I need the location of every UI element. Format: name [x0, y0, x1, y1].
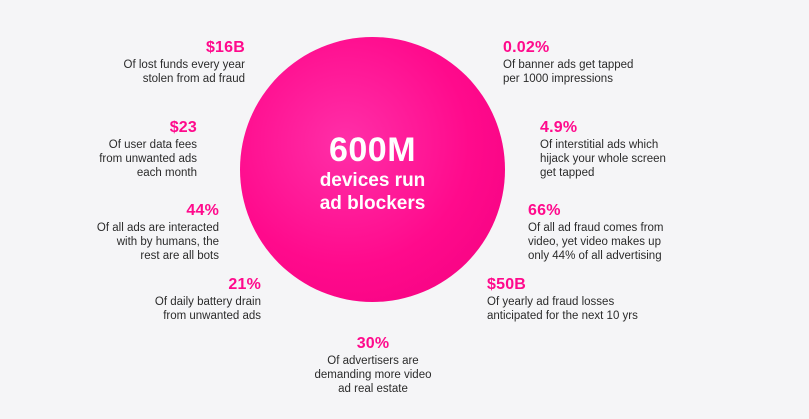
- stat-interstitial-taps: 4.9% Of interstitial ads which hijack yo…: [540, 118, 666, 180]
- stat-value: $23: [169, 119, 197, 136]
- stat-fraud-losses: $50B Of yearly ad fraud losses anticipat…: [487, 275, 638, 323]
- stat-human-interaction: 44% Of all ads are interacted with by hu…: [97, 201, 219, 263]
- stat-value: 21%: [228, 276, 261, 293]
- center-circle: 600M devices run ad blockers: [240, 37, 505, 302]
- stat-value: 0.02%: [503, 39, 550, 56]
- stat-description: Of interstitial ads which hijack your wh…: [540, 139, 666, 179]
- stat-value: 30%: [356, 335, 390, 352]
- stat-value: $50B: [487, 276, 527, 293]
- stat-description: Of yearly ad fraud losses anticipated fo…: [487, 296, 638, 322]
- stat-description: Of advertisers are demanding more video …: [314, 355, 432, 395]
- center-line-2: ad blockers: [319, 192, 426, 214]
- stat-description: Of all ads are interacted with by humans…: [96, 222, 219, 262]
- stat-value: $16B: [205, 39, 245, 56]
- stat-value: 44%: [186, 202, 219, 219]
- stat-advertisers-demand: 30% Of advertisers are demanding more vi…: [305, 334, 441, 396]
- stat-description: Of banner ads get tapped per 1000 impres…: [503, 59, 634, 85]
- stat-description: Of lost funds every year stolen from ad …: [123, 59, 245, 85]
- stat-description: Of user data fees from unwanted ads each…: [99, 139, 197, 179]
- stat-user-data-fees: $23 Of user data fees from unwanted ads …: [99, 118, 197, 180]
- stat-value: 66%: [528, 202, 561, 219]
- stat-description: Of daily battery drain from unwanted ads: [154, 296, 261, 322]
- center-line-1: devices run: [319, 169, 426, 191]
- stat-banner-taps: 0.02% Of banner ads get tapped per 1000 …: [503, 38, 633, 86]
- center-number: 600M: [328, 130, 417, 169]
- stat-video-fraud: 66% Of all ad fraud comes from video, ye…: [528, 201, 664, 263]
- stat-battery-drain: 21% Of daily battery drain from unwanted…: [155, 275, 261, 323]
- stat-lost-funds: $16B Of lost funds every year stolen fro…: [124, 38, 245, 86]
- stat-value: 4.9%: [540, 119, 578, 136]
- stat-description: Of all ad fraud comes from video, yet vi…: [528, 222, 664, 262]
